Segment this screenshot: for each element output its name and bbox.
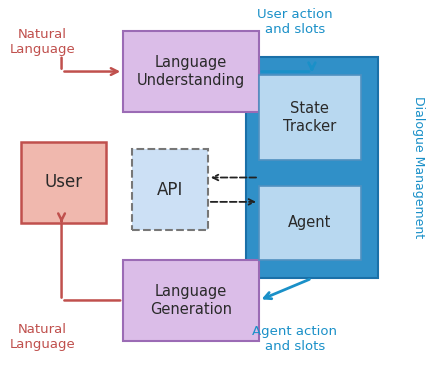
FancyBboxPatch shape [246,57,378,278]
FancyBboxPatch shape [259,75,361,160]
Text: Language
Understanding: Language Understanding [137,55,245,88]
FancyBboxPatch shape [21,142,106,223]
FancyBboxPatch shape [259,186,361,260]
Text: API: API [157,181,183,199]
Text: State
Tracker: State Tracker [283,102,336,134]
Text: Natural
Language: Natural Language [9,28,75,56]
Text: User action
and slots: User action and slots [257,8,333,36]
Text: User: User [45,173,83,191]
Text: Agent action
and slots: Agent action and slots [252,325,338,353]
Text: Language
Generation: Language Generation [150,284,232,317]
Text: Natural
Language: Natural Language [9,323,75,352]
Text: Dialogue Management: Dialogue Management [412,96,424,238]
FancyBboxPatch shape [123,31,259,112]
Text: Agent: Agent [288,215,332,230]
FancyBboxPatch shape [123,260,259,341]
FancyBboxPatch shape [132,149,208,230]
